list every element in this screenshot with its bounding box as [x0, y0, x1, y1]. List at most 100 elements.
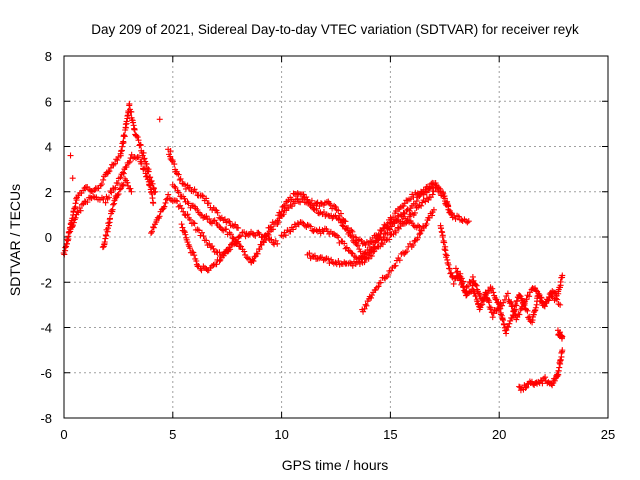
- data-point: [551, 377, 558, 384]
- data-point: [287, 201, 294, 208]
- data-point: [384, 229, 391, 236]
- data-point: [387, 226, 394, 233]
- data-point: [123, 163, 130, 170]
- data-point: [545, 297, 552, 304]
- data-point: [67, 152, 74, 159]
- data-point: [227, 231, 234, 238]
- data-point: [184, 239, 191, 246]
- data-point: [487, 306, 494, 313]
- data-point: [275, 219, 282, 226]
- data-point: [294, 190, 301, 197]
- data-point: [327, 201, 334, 208]
- data-point: [433, 184, 440, 191]
- data-point: [125, 159, 132, 166]
- data-point: [367, 238, 374, 245]
- data-point: [106, 215, 113, 222]
- data-point: [134, 134, 141, 141]
- data-point: [98, 194, 105, 201]
- data-point: [422, 198, 429, 205]
- data-point: [226, 218, 233, 225]
- data-point: [243, 254, 250, 261]
- data-point: [180, 208, 187, 215]
- data-point: [98, 181, 105, 188]
- data-point: [416, 231, 423, 238]
- data-point: [213, 261, 220, 268]
- data-point: [177, 175, 184, 182]
- data-point: [114, 180, 121, 187]
- data-point: [112, 184, 119, 191]
- data-point: [110, 201, 117, 208]
- data-point: [371, 243, 378, 250]
- axis-ticks: 0 5 10 15 20 25 -8 -6 -4 -2 0 2 4 6 8: [40, 49, 615, 442]
- data-point: [236, 233, 243, 240]
- data-point: [295, 198, 302, 205]
- data-point: [358, 254, 365, 261]
- data-point: [130, 119, 137, 126]
- data-point: [251, 253, 258, 260]
- data-point: [454, 268, 461, 275]
- data-point: [481, 295, 488, 302]
- data-point: [557, 356, 564, 363]
- data-point: [406, 207, 413, 214]
- data-point: [242, 233, 249, 240]
- data-point: [500, 320, 507, 327]
- data-point: [331, 202, 338, 209]
- data-point: [120, 181, 127, 188]
- data-point: [401, 250, 408, 257]
- data-point: [548, 293, 555, 300]
- plot-frame: [63, 55, 609, 419]
- x-tick-label: 10: [274, 427, 288, 442]
- data-point: [365, 255, 372, 262]
- data-point: [377, 227, 384, 234]
- data-point: [534, 288, 541, 295]
- data-point: [462, 288, 469, 295]
- data-point: [557, 278, 564, 285]
- data-point: [403, 248, 410, 255]
- data-point: [70, 219, 77, 226]
- data-point: [490, 289, 497, 296]
- data-point: [280, 233, 287, 240]
- data-point: [308, 197, 315, 204]
- data-point: [423, 221, 430, 228]
- data-point: [105, 225, 112, 232]
- data-point: [114, 192, 121, 199]
- data-point: [291, 200, 298, 207]
- data-point: [140, 149, 147, 156]
- data-point: [385, 271, 392, 278]
- data-point: [161, 203, 168, 210]
- data-point: [335, 258, 342, 265]
- data-point: [162, 199, 169, 206]
- data-point: [356, 246, 363, 253]
- data-point: [498, 302, 505, 309]
- data-point: [337, 210, 344, 217]
- data-point: [388, 223, 395, 230]
- data-point: [489, 314, 496, 321]
- data-point: [200, 233, 207, 240]
- data-point: [489, 285, 496, 292]
- data-point: [416, 223, 423, 230]
- data-point: [469, 273, 476, 280]
- data-point: [359, 240, 366, 247]
- data-point: [225, 247, 232, 254]
- data-point: [69, 223, 76, 230]
- data-point: [322, 256, 329, 263]
- data-point: [361, 259, 368, 266]
- data-point: [352, 234, 359, 241]
- data-point: [450, 280, 457, 287]
- data-point: [363, 302, 370, 309]
- data-point: [388, 267, 395, 274]
- data-point: [175, 171, 182, 178]
- data-point: [465, 282, 472, 289]
- data-point: [430, 188, 437, 195]
- y-tick-label: -6: [40, 366, 52, 381]
- data-point: [184, 211, 191, 218]
- data-point: [346, 259, 353, 266]
- data-point: [181, 195, 188, 202]
- data-point: [487, 304, 494, 311]
- data-point: [335, 207, 342, 214]
- x-tick-label: 25: [601, 427, 615, 442]
- data-point: [311, 252, 318, 259]
- y-tick-label: 4: [45, 140, 52, 155]
- data-point: [415, 222, 422, 229]
- data-point: [504, 290, 511, 297]
